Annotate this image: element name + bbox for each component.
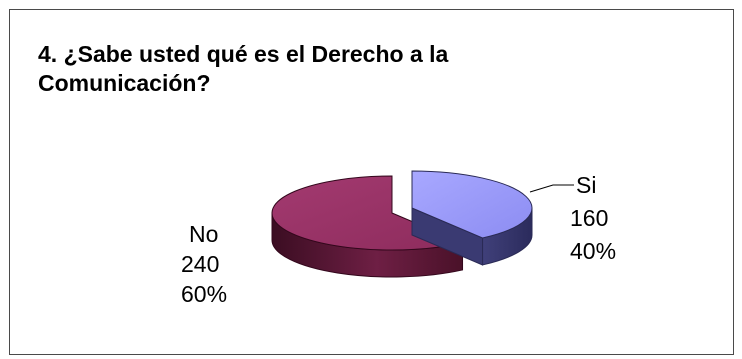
leader-line-si bbox=[529, 184, 574, 193]
data-label-no: No 240 60% bbox=[181, 221, 227, 307]
data-label-no-value: 240 bbox=[181, 251, 219, 277]
pie-slice-si bbox=[411, 170, 533, 239]
data-label-si-category: Si bbox=[576, 172, 596, 198]
data-label-si-value: 160 bbox=[570, 205, 608, 231]
data-label-no-category: No bbox=[189, 221, 218, 247]
data-label-si-percent: 40% bbox=[570, 238, 616, 264]
data-label-no-percent: 60% bbox=[181, 281, 227, 307]
chart-title: 4. ¿Sabe usted qué es el Derecho a la Co… bbox=[38, 41, 449, 96]
data-label-si: Si 160 40% bbox=[570, 172, 616, 264]
